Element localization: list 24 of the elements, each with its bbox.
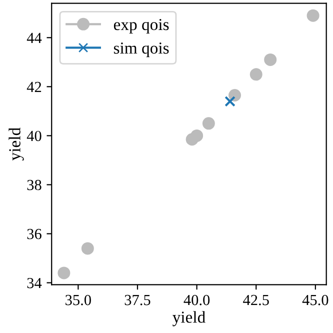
x-tick-label: 45.0 bbox=[302, 294, 328, 306]
y-tick-label: 44 bbox=[26, 32, 42, 43]
point bbox=[202, 117, 215, 130]
x-tick-label: 37.5 bbox=[124, 294, 150, 306]
point bbox=[306, 9, 320, 22]
y-tick-label: 42 bbox=[26, 82, 42, 92]
x-axis-title: yield bbox=[172, 311, 206, 326]
point bbox=[58, 266, 70, 280]
y-tick-label: 34 bbox=[27, 278, 42, 288]
point bbox=[250, 68, 262, 81]
y-tick-label: 36 bbox=[27, 228, 42, 240]
legend-label: sim qois bbox=[114, 42, 169, 58]
x-tick-label: 40.0 bbox=[184, 294, 210, 306]
x-tick-label: 35.0 bbox=[66, 294, 91, 306]
point bbox=[190, 129, 204, 142]
point bbox=[264, 53, 277, 66]
point bbox=[81, 242, 94, 255]
y-tick-label: 38 bbox=[27, 180, 42, 190]
y-tick-label: 40 bbox=[26, 130, 42, 142]
point bbox=[228, 88, 242, 102]
legend-label: exp qois bbox=[114, 18, 169, 34]
point bbox=[224, 96, 236, 107]
x-tick-label: 42.5 bbox=[243, 294, 269, 306]
y-axis-title: yield bbox=[8, 128, 24, 160]
